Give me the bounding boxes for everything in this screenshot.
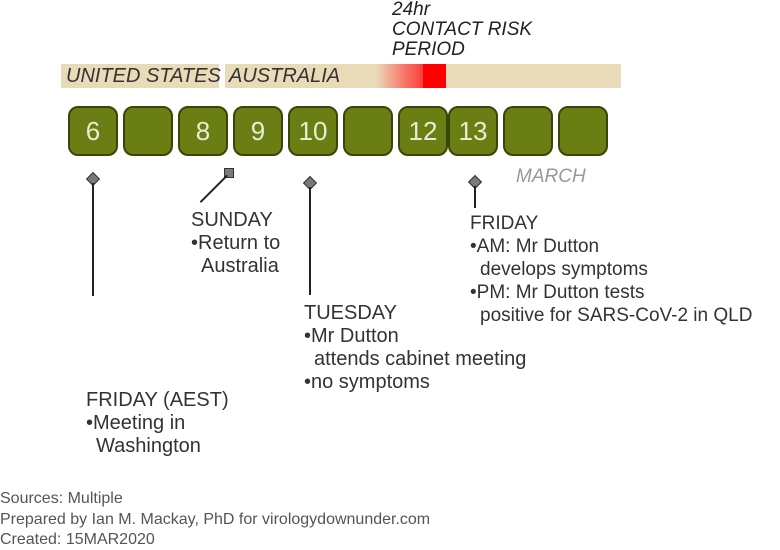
event-bullet-continued: attends cabinet meeting (314, 348, 527, 370)
day-box: 10 (288, 106, 338, 156)
marker-stem (474, 186, 476, 208)
event-heading: SUNDAY (191, 209, 273, 231)
event-bullet: •Mr Dutton (304, 325, 399, 347)
footer-sources: Sources: Multiple (0, 490, 123, 507)
risk-period-highlight (423, 64, 446, 88)
footer-prepared-by: Prepared by Ian M. Mackay, PhD for virol… (0, 511, 431, 528)
event-friday-aest: FRIDAY (AEST) •Meeting in Washington (86, 389, 229, 458)
footer-created: Created: 15MAR2020 (0, 531, 155, 548)
location-united-states: UNITED STATES (66, 65, 221, 87)
marker-connector (199, 174, 228, 203)
event-bullet: •Return to (191, 232, 281, 254)
risk-period-line-1: 24hr (392, 0, 431, 20)
event-bullet-continued: Washington (96, 435, 201, 457)
event-bullet-continued: positive for SARS-CoV-2 in QLD (480, 305, 753, 326)
event-friday: FRIDAY •AM: Mr Dutton develops symptoms … (470, 212, 752, 327)
risk-period-line-3: PERIOD (392, 39, 465, 60)
event-bullet: •no symptoms (304, 371, 430, 393)
month-label: MARCH (516, 166, 586, 187)
day-box: 12 (398, 106, 448, 156)
risk-period-label: 24hr CONTACT RISK PERIOD (392, 0, 532, 60)
event-bullet: •Meeting in (86, 412, 186, 434)
location-australia: AUSTRALIA (229, 65, 341, 87)
day-box (503, 106, 553, 156)
day-box: 9 (233, 106, 283, 156)
location-divider (219, 64, 225, 88)
day-box: 13 (448, 106, 498, 156)
day-box: 8 (178, 106, 228, 156)
event-heading: FRIDAY (470, 213, 539, 234)
event-bullet: •AM: Mr Dutton (470, 236, 600, 257)
event-heading: FRIDAY (AEST) (86, 389, 229, 411)
risk-period-line-2: CONTACT RISK (392, 19, 533, 40)
event-sunday: SUNDAY •Return to Australia (191, 209, 280, 278)
event-bullet-continued: Australia (201, 255, 279, 277)
event-bullet: •PM: Mr Dutton tests (470, 282, 645, 303)
event-heading: TUESDAY (304, 302, 397, 324)
location-bar: UNITED STATES AUSTRALIA (61, 64, 621, 88)
marker-square-icon (224, 168, 234, 178)
day-box (123, 106, 173, 156)
event-tuesday: TUESDAY •Mr Dutton attends cabinet meeti… (304, 302, 526, 394)
marker-stem (92, 183, 94, 296)
marker-stem (309, 187, 311, 295)
day-box (343, 106, 393, 156)
day-box (558, 106, 608, 156)
event-bullet-continued: develops symptoms (480, 259, 648, 280)
day-box: 6 (68, 106, 118, 156)
